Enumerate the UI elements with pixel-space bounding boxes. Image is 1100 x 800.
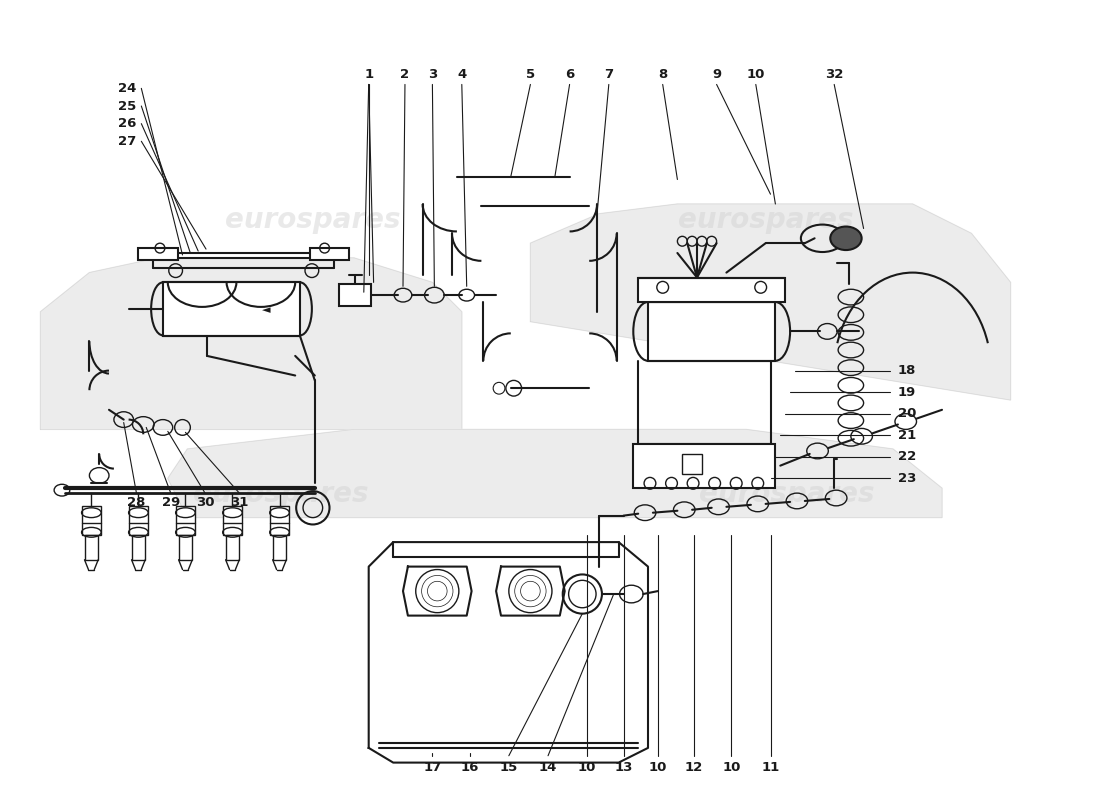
Text: 9: 9 [712,68,722,81]
Text: 22: 22 [898,450,916,463]
Text: 13: 13 [614,761,632,774]
Bar [310,248,349,260]
Text: 8: 8 [658,68,668,81]
Bar [81,506,101,535]
Bar [85,535,98,560]
Text: 1: 1 [364,68,373,81]
Text: 23: 23 [898,472,916,485]
Bar [129,506,149,535]
Bar [634,444,775,488]
Polygon shape [403,566,472,616]
Polygon shape [496,566,564,616]
Text: 6: 6 [565,68,574,81]
Polygon shape [41,258,462,430]
Text: 29: 29 [162,496,180,510]
Bar [273,535,286,560]
Text: eurospares: eurospares [226,206,400,234]
Text: 10: 10 [722,761,740,774]
Bar [682,454,702,474]
Text: 20: 20 [898,407,916,420]
Bar [163,282,300,336]
Text: 17: 17 [424,761,441,774]
Text: 16: 16 [461,761,478,774]
Text: 14: 14 [539,761,558,774]
Text: 10: 10 [649,761,667,774]
Text: 31: 31 [230,496,249,510]
Text: eurospares: eurospares [678,206,854,234]
Polygon shape [368,542,648,762]
Text: 2: 2 [400,68,409,81]
Bar [132,535,145,560]
Text: 10: 10 [747,68,764,81]
Text: 32: 32 [825,68,844,81]
Text: 18: 18 [898,364,916,377]
Bar [178,535,192,560]
Bar [226,535,240,560]
Bar [638,278,785,302]
Text: 19: 19 [898,386,916,398]
Text: 12: 12 [685,761,703,774]
Text: 11: 11 [761,761,780,774]
Text: 27: 27 [118,134,136,148]
Text: 7: 7 [604,68,614,81]
Text: 28: 28 [128,496,145,510]
Text: 15: 15 [499,761,518,774]
Text: 5: 5 [526,68,535,81]
Text: 24: 24 [118,82,136,95]
Polygon shape [168,430,942,518]
Bar [222,506,242,535]
Bar [648,302,776,361]
Bar [176,506,195,535]
Text: 26: 26 [118,117,136,130]
Ellipse shape [830,226,861,250]
Text: 10: 10 [579,761,596,774]
Text: 3: 3 [428,68,437,81]
Text: 21: 21 [898,429,916,442]
Polygon shape [530,204,1011,400]
Text: 4: 4 [458,68,466,81]
Text: 30: 30 [196,496,214,510]
Text: eurospares: eurospares [192,480,368,508]
Text: ◄: ◄ [262,305,270,315]
Text: eurospares: eurospares [700,480,874,508]
Bar [270,506,289,535]
Bar [139,248,177,260]
Bar [339,284,371,306]
Text: 25: 25 [118,99,136,113]
